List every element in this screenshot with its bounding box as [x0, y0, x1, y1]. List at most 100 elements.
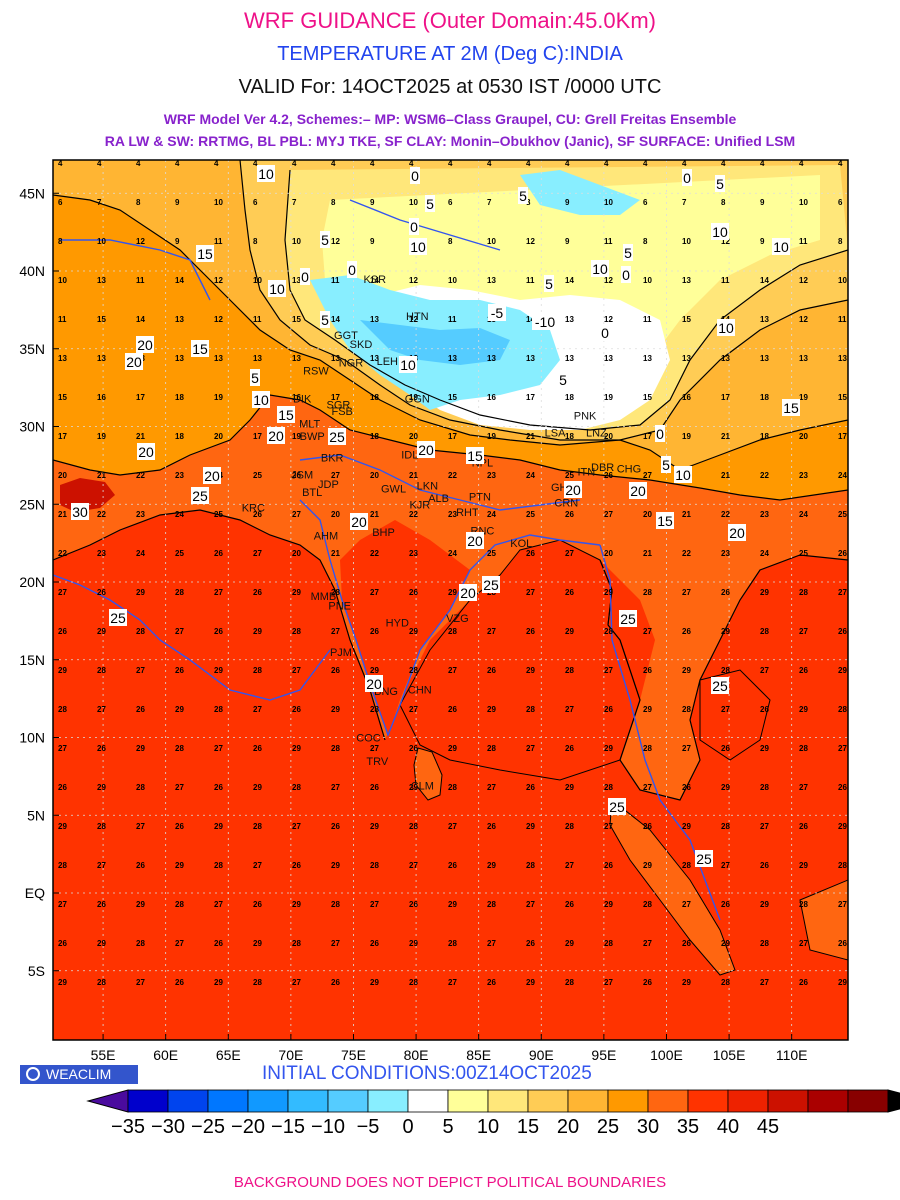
contour-label: 5 — [716, 176, 724, 192]
grid-value: 27 — [682, 900, 691, 909]
contour-label-bg — [277, 406, 295, 423]
grid-value: 26 — [838, 939, 847, 948]
contour-label: 20 — [137, 337, 153, 353]
grid-value: 29 — [838, 822, 847, 831]
grid-value: 4 — [643, 159, 648, 168]
contour-label-bg — [257, 165, 275, 182]
grid-value: 9 — [760, 198, 765, 207]
map-fields: 4 4 4 4 4 4 4 4 4 4 4 4 4 4 4 4 4 4 4 4 4 6 7 8 9 10 6 7 8 9 10 6 7 8 9 10 6… — [53, 159, 848, 1040]
grid-value: 26 — [487, 822, 496, 831]
grid-value: 29 — [331, 861, 340, 870]
grid-value: 26 — [565, 510, 574, 519]
contour-label: 0 — [410, 219, 418, 235]
grid-value: 26 — [370, 783, 379, 792]
grid-value: 13 — [214, 354, 223, 363]
colorbar-box — [407, 1089, 449, 1113]
contour-label: 5 — [624, 245, 632, 261]
grid-value: 19 — [409, 393, 418, 402]
logo-icon — [26, 1067, 40, 1081]
footer-disclaimer: BACKGROUND DOES NOT DEPICT POLITICAL BOU… — [233, 1174, 667, 1191]
colorbar-box — [287, 1089, 329, 1113]
grid-value: 22 — [760, 471, 769, 480]
contour-label: 0 — [622, 267, 630, 283]
contour-label-bg — [191, 487, 209, 504]
grid-value: 29 — [175, 861, 184, 870]
colorbar-labels: −35 −30 −25 −20 −15 −10 −5 0 5 10 15 20 25 30 35 40 45 — [111, 1116, 779, 1138]
contour-label: 25 — [696, 851, 712, 867]
grid-value: 27 — [682, 588, 691, 597]
contour-label: 10 — [718, 320, 734, 336]
grid-value: 27 — [58, 900, 67, 909]
grid-value: 28 — [409, 822, 418, 831]
contour-label-bg — [661, 456, 671, 473]
contour-label: 20 — [460, 585, 476, 601]
grid-value: 13 — [175, 315, 184, 324]
grid-value: 13 — [331, 354, 340, 363]
grid-values: 4 4 4 4 4 4 4 4 4 4 4 4 4 4 4 4 4 4 4 4 4 6 7 8 9 10 6 7 8 9 10 6 7 8 9 10 6… — [58, 159, 847, 987]
grid-value: 29 — [175, 705, 184, 714]
grid-value: 29 — [565, 627, 574, 636]
lat-label: 35N — [19, 341, 45, 357]
grid-value: 27 — [487, 627, 496, 636]
grid-value: 23 — [409, 549, 418, 558]
lon-label: 65E — [216, 1047, 241, 1060]
grid-value: 14 — [760, 276, 769, 285]
grid-value: 18 — [175, 432, 184, 441]
grid-value: 26 — [58, 783, 67, 792]
valid-time: VALID For: 14OCT2025 at 0530 IST /0000 U… — [238, 76, 662, 98]
grid-value: 26 — [643, 822, 652, 831]
grid-value: 27 — [331, 783, 340, 792]
grid-value: 26 — [721, 588, 730, 597]
grid-value: 29 — [565, 939, 574, 948]
grid-value: 28 — [448, 939, 457, 948]
grid-value: 29 — [409, 939, 418, 948]
grid-value: 25 — [253, 471, 262, 480]
grid-value: 29 — [799, 861, 808, 870]
grid-value: 28 — [721, 666, 730, 675]
grid-value: 17 — [58, 432, 67, 441]
grid-value: 27 — [526, 588, 535, 597]
contour-label-bg — [399, 356, 417, 373]
grid-value: 19 — [682, 432, 691, 441]
contour-label-bg — [137, 443, 155, 460]
grid-value: 27 — [214, 900, 223, 909]
colorbar-box — [447, 1089, 489, 1113]
contour-label: 10 — [675, 467, 691, 483]
grid-value: 26 — [838, 783, 847, 792]
contour-label: 10 — [400, 357, 416, 373]
grid-value: 28 — [721, 978, 730, 987]
grid-value: 27 — [721, 861, 730, 870]
grid-value: 26 — [682, 783, 691, 792]
grid-value: 29 — [604, 744, 613, 753]
lon-label: 70E — [278, 1047, 303, 1060]
grid-value: 11 — [643, 315, 652, 324]
temperature-map: 4 4 4 4 4 4 4 4 4 4 4 4 4 4 4 4 4 4 4 4 4 6 7 8 9 10 6 7 8 9 10 6 7 8 9 10 6… — [19, 159, 849, 1060]
colorbar-label: −25 — [191, 1116, 225, 1138]
grid-value: 28 — [565, 978, 574, 987]
city-label: CHG — [617, 463, 641, 475]
city-label: LSA — [545, 428, 566, 440]
grid-value: 17 — [331, 393, 340, 402]
contour-label: 5 — [321, 312, 329, 328]
grid-value: 26 — [58, 627, 67, 636]
grid-value: 29 — [721, 783, 730, 792]
grid-value: 26 — [799, 978, 808, 987]
contour-label: 20 — [351, 514, 367, 530]
grid-value: 28 — [604, 939, 613, 948]
grid-value: 29 — [838, 978, 847, 987]
grid-value: 17 — [136, 393, 145, 402]
grid-value: 29 — [58, 978, 67, 987]
contour-lines — [53, 160, 848, 801]
contour-label: 25 — [192, 488, 208, 504]
grid-value: 26 — [97, 744, 106, 753]
model-schemes-line-1: WRF Model Ver 4.2, Schemes:– MP: WSM6–Cl… — [163, 111, 737, 127]
grid-value: 25 — [526, 510, 535, 519]
contour-label: 0 — [656, 426, 664, 442]
city-label: IDL — [401, 449, 418, 461]
sri-lanka — [413, 747, 443, 801]
grid-value: 26 — [292, 471, 301, 480]
grid-value: 28 — [97, 822, 106, 831]
grid-value: 29 — [526, 666, 535, 675]
sumatra — [609, 799, 736, 976]
grid-value: 26 — [838, 627, 847, 636]
